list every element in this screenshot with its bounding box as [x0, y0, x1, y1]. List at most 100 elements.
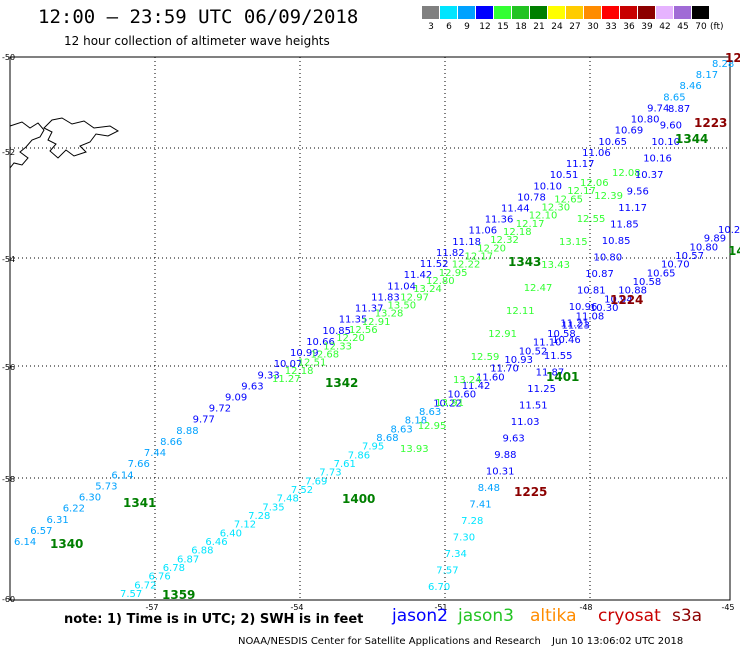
swh-value: 12.59: [471, 352, 500, 363]
swh-value: 6.78: [163, 563, 185, 574]
swh-value: 8.65: [663, 92, 685, 103]
scale-swatch: [548, 6, 566, 19]
swh-value: 11.36: [485, 215, 514, 226]
swh-value: 13.91: [435, 398, 464, 409]
scale-swatch: [638, 6, 656, 19]
swh-value: 7.61: [334, 459, 356, 470]
footnote: note: 1) Time is in UTC; 2) SWH is in fe…: [64, 612, 364, 627]
swh-value: 11.27: [272, 374, 301, 385]
swh-value: 10.30: [590, 303, 619, 314]
swh-value: 10.37: [635, 170, 664, 181]
swh-value: 9.33: [258, 370, 280, 381]
pass-time-label: 1343: [508, 255, 541, 269]
pass-time-label: 1340: [50, 537, 83, 551]
swh-value: 9.77: [193, 415, 215, 426]
swh-value: 11.21: [560, 318, 589, 329]
swh-value: 13.24: [413, 284, 442, 295]
scale-swatch: [530, 6, 548, 19]
pass-time-label: 14: [728, 244, 740, 258]
swh-value: 12.22: [452, 260, 481, 271]
lat-lon-grid: [10, 57, 730, 600]
swh-value: 7.57: [436, 566, 458, 577]
swh-value: 13.28: [375, 309, 404, 320]
lon-label: -54: [290, 603, 303, 612]
swh-value: 12.95: [439, 268, 468, 279]
swh-value: 12.08: [612, 168, 641, 179]
swh-value: 12.51: [298, 358, 327, 369]
swh-value: 10.10: [533, 181, 562, 192]
swh-value: 12.17: [465, 252, 494, 263]
swh-value: 10.94: [604, 294, 633, 305]
swh-value: 6.70: [428, 582, 450, 593]
swh-value: 10.85: [602, 236, 631, 247]
swh-value: 10.65: [598, 137, 627, 148]
scale-label: 6: [446, 22, 452, 32]
swh-value: 8.68: [376, 433, 398, 444]
swh-value: 7.52: [291, 485, 313, 496]
swh-value: 10.85: [322, 326, 351, 337]
swh-value: 13.15: [559, 237, 588, 248]
scale-unit: (ft): [710, 22, 724, 32]
swh-value: 8.87: [668, 104, 690, 115]
swh-value: 12.39: [594, 191, 623, 202]
legend-jason3: jason3: [458, 606, 514, 626]
swh-value: 12.20: [477, 243, 506, 254]
swh-value: 12.95: [418, 421, 447, 432]
swh-value: 7.95: [362, 442, 384, 453]
swh-value: 7.73: [319, 468, 341, 479]
swh-value: 12.33: [323, 341, 352, 352]
swh-value: 11.87: [536, 368, 565, 379]
swh-value: 11.17: [566, 159, 595, 170]
swh-value: 12.18: [285, 366, 314, 377]
swh-value: 6.40: [220, 528, 242, 539]
swh-value: 7.41: [469, 500, 491, 511]
scale-swatch: [656, 6, 674, 19]
swh-value: 11.85: [610, 219, 639, 230]
swh-value: 8.17: [696, 70, 718, 81]
swh-value: 6.14: [111, 470, 133, 481]
pass-time-label: 1342: [325, 376, 358, 390]
swh-value: 9.89: [704, 234, 726, 245]
scale-label: 30: [587, 22, 599, 32]
swh-value: 9.63: [241, 381, 263, 392]
swh-value: 10.22: [433, 398, 462, 409]
lat-label: -58: [2, 475, 15, 484]
swh-value: 12.97: [400, 292, 429, 303]
pass-time-label: 1341: [123, 496, 156, 510]
map-frame: [9, 56, 731, 601]
swh-value: 10.78: [517, 192, 546, 203]
swh-value: 10.81: [577, 285, 606, 296]
swh-value: 12.20: [336, 333, 365, 344]
swh-value: 11.60: [476, 372, 505, 383]
swh-value: 13.50: [388, 301, 417, 312]
swh-value: 10.2: [718, 225, 740, 236]
scale-label: 15: [497, 22, 509, 32]
pass-time-label: 1401: [546, 370, 579, 384]
swh-value: 7.30: [453, 533, 475, 544]
swh-value: 9.60: [660, 121, 682, 132]
swh-value: 8.48: [478, 483, 500, 494]
color-scale-legend: [422, 6, 710, 19]
swh-value: 9.63: [503, 434, 525, 445]
swh-value: 7.35: [262, 502, 284, 513]
scale-swatch: [494, 6, 512, 19]
swh-value: 10.66: [306, 337, 335, 348]
swh-value: 7.48: [277, 494, 299, 505]
swh-value: 12.32: [490, 235, 519, 246]
swh-value: 10.07: [274, 359, 303, 370]
swh-value: 11.35: [339, 315, 368, 326]
swh-value: 12.68: [311, 350, 340, 361]
swh-value: 10.31: [486, 467, 515, 478]
swh-value: 7.86: [348, 450, 370, 461]
swh-value: 12.65: [554, 194, 583, 205]
scale-label: 42: [659, 22, 671, 32]
scale-swatch: [620, 6, 638, 19]
swh-value: 11.04: [387, 281, 416, 292]
swh-value: 8.63: [419, 407, 441, 418]
swh-value: 6.88: [191, 546, 213, 557]
swh-value: 8.63: [391, 424, 413, 435]
color-scale-labels: 3 6 9 12 15 18 21 24 27 30 33 36 39 42 45 70 (ft): [422, 22, 736, 32]
pass-time-label: 1223: [694, 116, 727, 130]
swh-value: 11.08: [576, 312, 605, 323]
swh-value: 11.37: [355, 304, 384, 315]
